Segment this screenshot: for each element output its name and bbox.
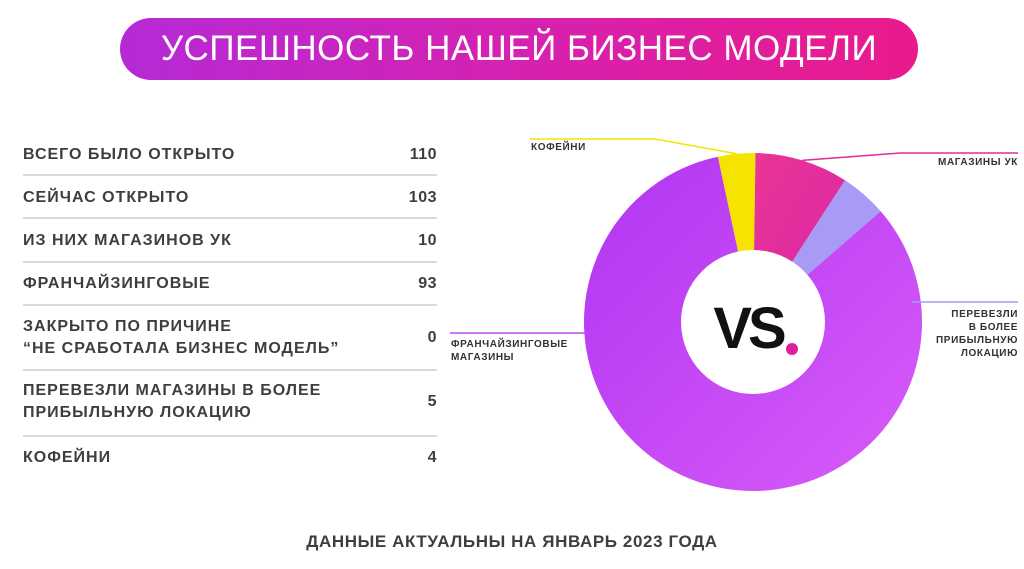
stat-row: КОФЕЙНИ 4 [23,447,437,469]
stat-row: ВСЕГО БЫЛО ОТКРЫТО 110 [23,144,437,166]
stat-value: 110 [409,146,437,163]
row-divider [23,174,437,176]
logo-dot [786,343,798,355]
logo-text: VS [713,296,785,361]
stat-label: ПЕРЕВЕЗЛИ МАГАЗИНЫ В БОЛЕЕ ПРИБЫЛЬНУЮ ЛО… [23,382,322,421]
row-divider [23,304,437,306]
stat-row: ФРАНЧАЙЗИНГОВЫЕ 93 [23,273,437,295]
stat-value: 103 [408,189,437,206]
stat-value: 5 [427,393,437,410]
stat-row: СЕЙЧАС ОТКРЫТО 103 [23,187,437,209]
callout-line-uk-stores [802,152,1018,162]
stat-label: СЕЙЧАС ОТКРЫТО [23,189,190,206]
row-divider [23,369,437,371]
stat-label: ИЗ НИХ МАГАЗИНОВ УК [23,232,232,249]
callout-label-franchise: ФРАНЧАЙЗИНГОВЫЕ МАГАЗИНЫ [451,337,568,363]
row-divider [23,435,437,437]
stat-row: ЗАКРЫТО ПО ПРИЧИНЕ “НЕ СРАБОТАЛА БИЗНЕС … [23,316,437,360]
stat-label: ЗАКРЫТО ПО ПРИЧИНЕ “НЕ СРАБОТАЛА БИЗНЕС … [23,318,340,357]
stat-label: КОФЕЙНИ [23,449,112,466]
row-divider [23,217,437,219]
stat-value: 10 [418,232,437,249]
stat-row: ИЗ НИХ МАГАЗИНОВ УК 10 [23,230,437,252]
stat-value: 4 [427,449,437,466]
callout-label-coffee: КОФЕЙНИ [531,140,586,153]
stat-value: 0 [427,329,437,346]
stat-label: ФРАНЧАЙЗИНГОВЫЕ [23,275,211,292]
callout-label-uk-stores: МАГАЗИНЫ УК [938,157,1018,168]
stat-row: ПЕРЕВЕЗЛИ МАГАЗИНЫ В БОЛЕЕ ПРИБЫЛЬНУЮ ЛО… [23,380,437,424]
page-title: УСПЕШНОСТЬ НАШЕЙ БИЗНЕС МОДЕЛИ [160,29,878,68]
title-banner: УСПЕШНОСТЬ НАШЕЙ БИЗНЕС МОДЕЛИ [120,18,918,80]
stat-value: 93 [418,275,437,292]
callout-line-coffee [530,138,737,155]
row-divider [23,261,437,263]
footer-note: ДАННЫЕ АКТУАЛЬНЫ НА ЯНВАРЬ 2023 ГОДА [306,532,718,551]
callout-label-relocated: ПЕРЕВЕЗЛИ В БОЛЕЕ ПРИБЫЛЬНУЮ ЛОКАЦИЮ [936,309,1018,359]
stat-label: ВСЕГО БЫЛО ОТКРЫТО [23,146,236,163]
donut-hole [681,250,825,394]
